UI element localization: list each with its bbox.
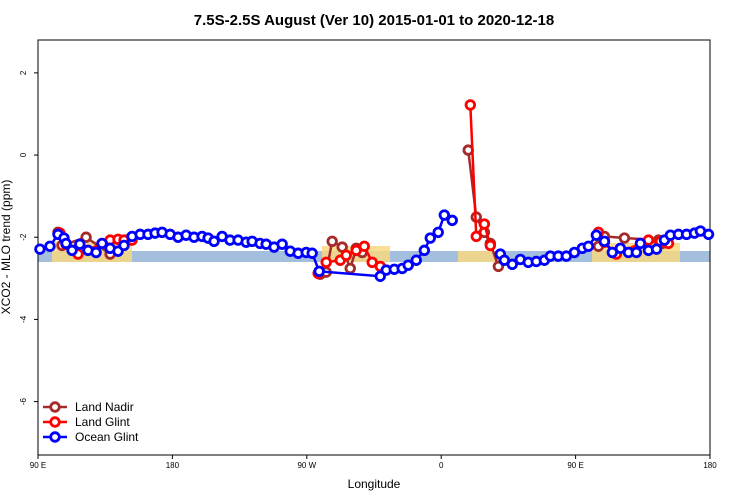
point [478, 218, 491, 230]
point [598, 235, 611, 248]
point [470, 230, 482, 243]
point [634, 237, 647, 250]
point [60, 237, 72, 250]
point [432, 226, 444, 238]
legend-marker [49, 401, 61, 413]
x-tick-label: 90 E [30, 461, 46, 470]
point [590, 229, 603, 241]
point [320, 256, 332, 268]
y-tick-label: 0 [19, 152, 28, 157]
x-tick-label: 0 [439, 461, 444, 470]
point [74, 238, 86, 250]
point [410, 254, 422, 266]
legend-label: Ocean Glint [75, 430, 139, 444]
point [90, 246, 102, 259]
point [313, 265, 325, 278]
x-tick-label: 90 W [297, 461, 316, 470]
x-tick-label: 90 E [567, 461, 583, 470]
point [80, 231, 92, 243]
point [306, 247, 318, 259]
point [340, 249, 352, 262]
point [618, 232, 631, 244]
point [582, 240, 595, 252]
point [44, 240, 56, 252]
y-tick-label: -6 [19, 397, 28, 405]
point [418, 244, 431, 257]
point [344, 262, 356, 275]
point [96, 237, 108, 250]
point [208, 235, 220, 248]
point [118, 239, 130, 252]
y-tick-label: -2 [19, 233, 28, 241]
x-axis-label: Longitude [348, 477, 401, 491]
point [464, 99, 477, 111]
x-tick-label: 180 [703, 461, 717, 470]
point [66, 244, 78, 257]
y-tick-label: -4 [19, 315, 28, 323]
point [358, 240, 370, 252]
x-tick-label: 180 [166, 461, 180, 470]
point [424, 232, 436, 244]
point [702, 228, 715, 241]
point [650, 243, 663, 255]
legend-marker [49, 416, 61, 428]
point [630, 246, 643, 259]
chart-title: 7.5S-2.5S August (Ver 10) 2015-01-01 to … [194, 12, 554, 29]
legend-label: Land Glint [75, 415, 130, 429]
point [276, 238, 288, 250]
y-tick-label: 2 [19, 70, 28, 75]
point [402, 259, 414, 271]
point [446, 214, 458, 227]
legend-marker [49, 431, 61, 443]
point [506, 258, 518, 271]
y-axis-label: XCO2 - MLO trend (ppm) [0, 180, 13, 315]
point [326, 235, 338, 248]
point [484, 239, 497, 252]
point [438, 209, 451, 221]
legend-label: Land Nadir [75, 400, 134, 414]
point [34, 243, 46, 255]
